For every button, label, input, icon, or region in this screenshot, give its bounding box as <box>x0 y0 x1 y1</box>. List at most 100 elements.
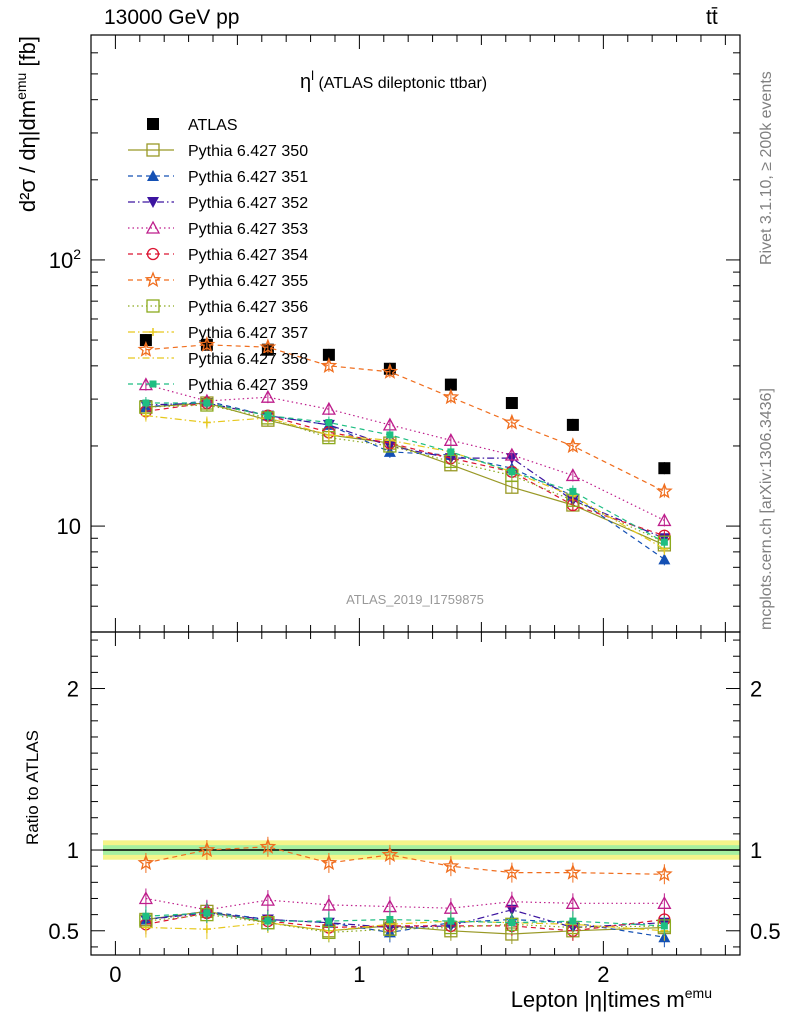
legend-entry: Pythia 6.427 357 <box>128 325 308 342</box>
data-point <box>321 401 336 415</box>
legend-marker <box>149 328 157 336</box>
data-point <box>565 468 580 482</box>
ratio-point <box>504 894 519 908</box>
data-point <box>325 419 333 427</box>
ratio-point <box>202 925 211 934</box>
data-point <box>322 348 335 361</box>
legend-label: Pythia 6.427 351 <box>188 169 308 186</box>
ratio-point <box>386 915 394 923</box>
x-tick-label: 0 <box>109 962 121 987</box>
ratio-point <box>259 837 277 854</box>
ratio-point <box>320 854 338 871</box>
data-point <box>508 468 516 476</box>
series-8 <box>141 409 669 556</box>
data-point <box>442 388 460 405</box>
ratio-point <box>442 857 460 874</box>
ratio-point <box>657 895 672 909</box>
ratio-series-5 <box>137 836 673 885</box>
ratio-y-tick-label-right: 0.5 <box>750 919 781 944</box>
series-1 <box>139 396 672 552</box>
series-line <box>145 402 665 539</box>
y-tick-label: 102 <box>49 246 81 273</box>
ratio-point <box>203 909 211 917</box>
legend-marker <box>146 299 160 313</box>
ratio-point <box>503 863 521 880</box>
legend-marker <box>144 271 162 288</box>
legend-entry: Pythia 6.427 351 <box>128 169 308 186</box>
series-line <box>145 402 665 537</box>
series-line <box>145 402 665 543</box>
data-point <box>202 418 211 427</box>
y-axis-title: d²σ / dη|dmemu [fb] <box>13 36 40 212</box>
ratio-series-2 <box>139 899 671 938</box>
series-3 <box>139 397 671 545</box>
series-line <box>145 402 665 546</box>
legend-label: Pythia 6.427 354 <box>188 247 308 264</box>
ratio-point <box>321 897 336 911</box>
data-point <box>141 411 150 420</box>
legend-entry: Pythia 6.427 355 <box>128 271 308 290</box>
data-point <box>569 487 577 495</box>
ratio-y-tick-label: 1 <box>67 838 79 863</box>
legend-marker <box>146 143 160 157</box>
series-2 <box>139 395 671 566</box>
ratio-series-line <box>145 897 665 911</box>
legend-label: Pythia 6.427 352 <box>188 195 308 212</box>
ratio-point <box>569 917 577 925</box>
final-state-label: tt̄ <box>706 6 718 29</box>
ratio-point <box>564 863 582 880</box>
data-point <box>381 362 399 379</box>
x-tick-label: 2 <box>597 962 609 987</box>
series-6 <box>137 335 673 499</box>
data-point <box>260 389 275 403</box>
legend-marker <box>145 220 161 234</box>
data-point <box>444 378 457 391</box>
ratio-point <box>198 841 216 858</box>
ratio-plot-frame <box>90 631 741 956</box>
legend-label: ATLAS <box>188 117 238 134</box>
ratio-point <box>565 895 580 909</box>
series-10 <box>142 397 668 549</box>
x-axis-title: Lepton |η|times memu <box>511 985 712 1012</box>
ratio-y-tick-label: 2 <box>67 677 79 702</box>
data-point <box>660 538 668 546</box>
legend-label: Pythia 6.427 353 <box>188 221 308 238</box>
ratio-point <box>447 917 455 925</box>
data-point <box>259 338 277 355</box>
series-4 <box>138 377 672 527</box>
legend-label: Pythia 6.427 356 <box>188 299 308 316</box>
process-label: 13000 GeV pp <box>104 6 240 29</box>
legend-label: Pythia 6.427 357 <box>188 325 308 342</box>
data-point <box>503 413 521 430</box>
legend-label: Pythia 6.427 358 <box>188 351 308 368</box>
legend-marker <box>146 247 160 261</box>
ratio-point <box>508 919 516 927</box>
ratio-point <box>260 892 275 906</box>
data-point <box>139 334 152 347</box>
data-point <box>324 430 333 439</box>
ratio-series-6 <box>139 904 672 943</box>
legend-marker <box>149 380 157 388</box>
ratio-series-1 <box>139 901 671 948</box>
data-point <box>137 340 155 357</box>
data-point <box>386 431 394 439</box>
ratio-point <box>660 922 668 930</box>
legend-marker <box>147 197 159 208</box>
legend-entry: ATLAS <box>147 117 238 134</box>
series-5 <box>139 396 671 542</box>
y-tick-label: 10 <box>57 514 81 539</box>
data-point <box>564 437 582 454</box>
data-point <box>658 462 671 475</box>
data-point <box>264 412 272 420</box>
ratio-point <box>137 854 155 871</box>
data-point <box>203 399 211 407</box>
series-line <box>145 404 665 543</box>
data-point <box>447 448 455 456</box>
legend-marker <box>147 170 159 181</box>
ratio-point <box>138 891 153 905</box>
x-tick-label: 1 <box>353 962 365 987</box>
ratio-point <box>142 912 150 920</box>
legend-marker <box>147 118 159 130</box>
legend-entry: Pythia 6.427 354 <box>128 247 308 264</box>
